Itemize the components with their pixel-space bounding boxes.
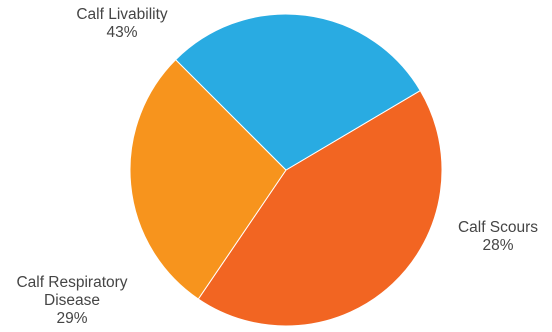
slice-percent: 28%	[482, 237, 513, 254]
slice-percent: 29%	[56, 310, 87, 327]
slice-name-line: Disease	[44, 292, 100, 309]
slice-labels: Calf Livability 43% Calf Scours 28% Calf Res…	[16, 6, 538, 327]
pie-slice-2	[129, 58, 287, 300]
slice-name-line: Calf Livability	[76, 6, 168, 23]
pie-slice-3	[174, 13, 421, 171]
slice-label-1: Calf Livability 43%	[76, 6, 168, 41]
slice-name-line: Calf Respiratory	[16, 274, 127, 291]
slice-percent: 43%	[106, 24, 137, 41]
pie-slices	[129, 13, 443, 327]
pie-slice-1	[197, 89, 443, 327]
slice-name-line: Calf Scours	[458, 219, 538, 236]
slice-label-2: Calf Scours 28%	[458, 219, 538, 254]
slice-label-3: Calf Respiratory Disease 29%	[16, 274, 127, 327]
